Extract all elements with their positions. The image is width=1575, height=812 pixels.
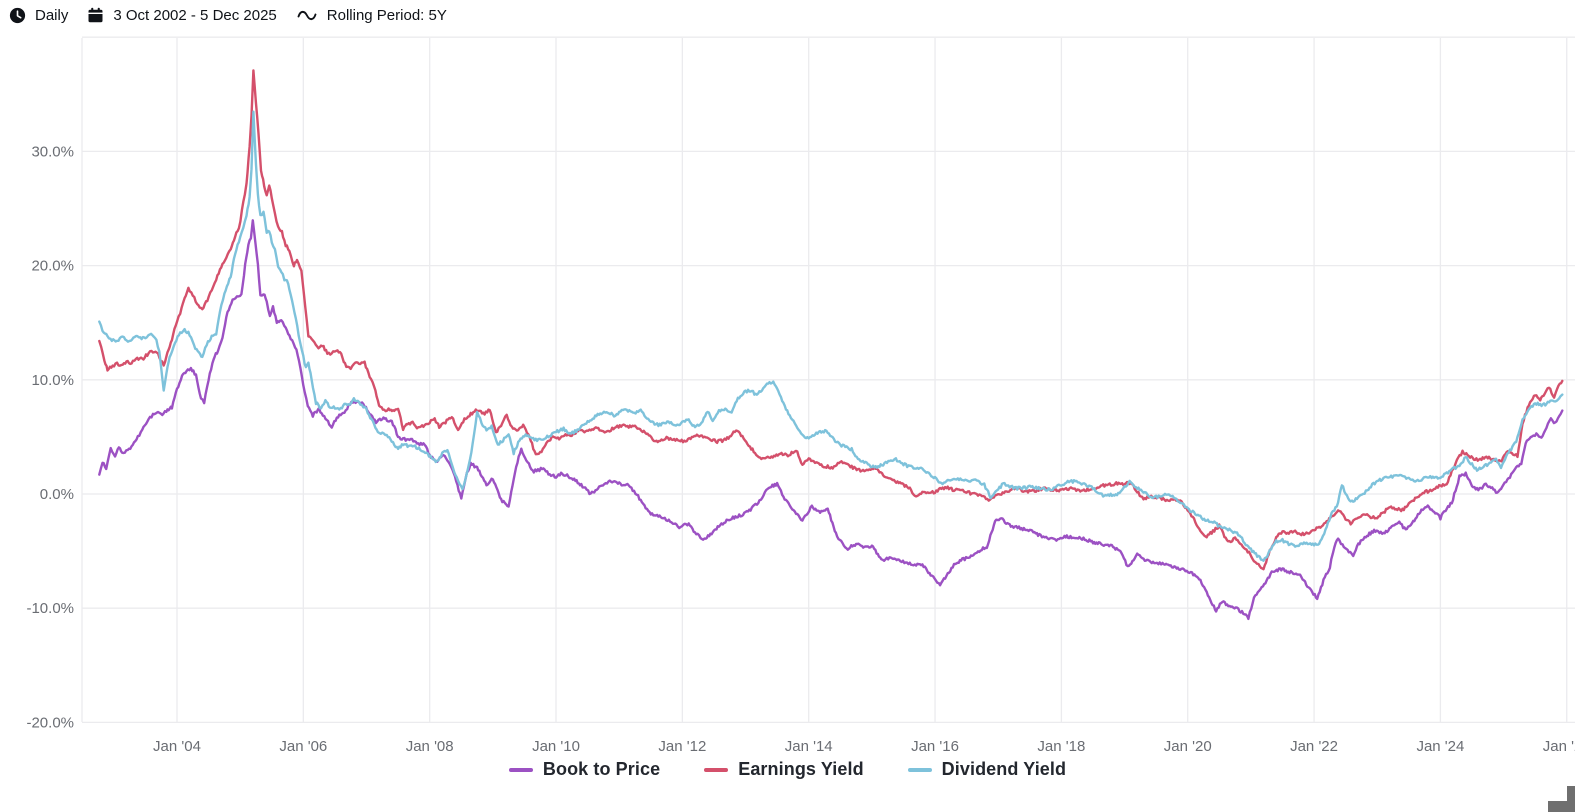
chart-toolbar: Daily 3 Oct 2002 - 5 Dec 2025 Rolling Pe… <box>0 0 1575 31</box>
x-axis-tick-label: Jan '20 <box>1164 738 1212 755</box>
frequency-label: Daily <box>35 7 69 24</box>
legend-label: Dividend Yield <box>941 759 1067 779</box>
clock-icon <box>9 7 26 24</box>
legend-swatch <box>704 767 729 772</box>
legend-swatch <box>907 767 932 772</box>
x-axis-tick-label: Jan '08 <box>406 738 454 755</box>
y-axis-tick-label: -10.0% <box>26 600 74 617</box>
y-axis-tick-label: -20.0% <box>26 714 74 731</box>
series-line-earnings-yield <box>98 69 1564 571</box>
legend-label: Book to Price <box>542 759 661 779</box>
y-axis-tick-label: 30.0% <box>31 143 74 160</box>
x-axis-tick-label: Jan '06 <box>279 738 327 755</box>
y-axis-tick-label: 20.0% <box>31 258 74 275</box>
legend-item-book-to-price[interactable]: Book to Price <box>508 759 661 780</box>
x-axis-tick-label: Jan '04 <box>153 738 201 755</box>
y-axis-tick-label: 0.0% <box>40 486 74 503</box>
x-axis-tick-label: Jan '14 <box>785 738 833 755</box>
frequency-control[interactable]: Daily <box>9 7 68 24</box>
x-axis-tick-label: Jan '16 <box>911 738 959 755</box>
date-range-control[interactable]: 3 Oct 2002 - 5 Dec 2025 <box>87 7 277 24</box>
x-axis-tick-label: Jan '10 <box>532 738 580 755</box>
x-axis-tick-label: Jan '26 <box>1543 738 1575 755</box>
series-line-book-to-price <box>98 219 1564 621</box>
legend-swatch <box>508 767 533 772</box>
date-range-label: 3 Oct 2002 - 5 Dec 2025 <box>113 7 277 24</box>
corner-scrollbar-vertical[interactable] <box>1567 786 1575 812</box>
calendar-icon <box>87 7 104 24</box>
rolling-period-label: Rolling Period: 5Y <box>326 7 447 24</box>
corner-scrollbar-horizontal[interactable] <box>1548 801 1575 812</box>
wave-icon <box>296 7 318 24</box>
series-line-dividend-yield <box>98 110 1564 562</box>
legend-item-earnings-yield[interactable]: Earnings Yield <box>704 759 864 780</box>
x-axis-tick-label: Jan '22 <box>1290 738 1338 755</box>
rolling-period-control[interactable]: Rolling Period: 5Y <box>296 7 447 24</box>
y-axis-tick-label: 10.0% <box>31 372 74 389</box>
x-axis-tick-label: Jan '18 <box>1037 738 1085 755</box>
x-axis-tick-label: Jan '24 <box>1416 738 1464 755</box>
chart-legend: Book to Price Earnings Yield Dividend Yiel… <box>0 759 1575 780</box>
x-axis-tick-label: Jan '12 <box>658 738 706 755</box>
legend-label: Earnings Yield <box>738 759 864 779</box>
legend-item-dividend-yield[interactable]: Dividend Yield <box>907 759 1067 780</box>
